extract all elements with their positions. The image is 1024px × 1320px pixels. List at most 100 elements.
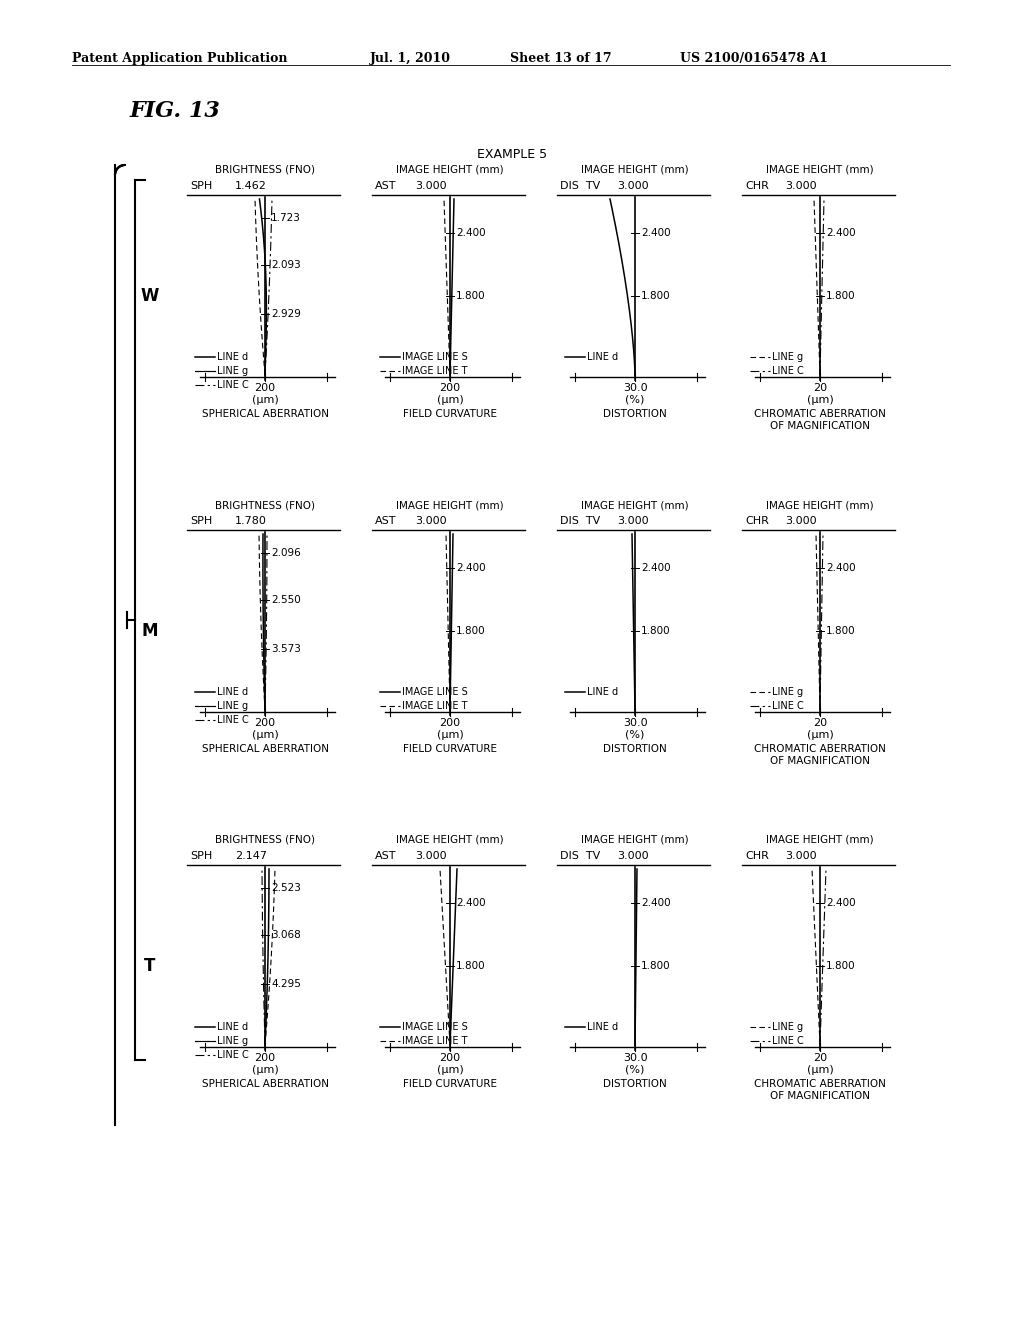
Text: SPH: SPH [190,851,212,861]
Text: 30.0
(%): 30.0 (%) [623,1053,647,1074]
Text: BRIGHTNESS (FNO): BRIGHTNESS (FNO) [215,165,315,176]
Text: LINE C: LINE C [217,380,249,389]
Text: 3.000: 3.000 [415,181,446,191]
Text: 200
(μm): 200 (μm) [436,383,464,405]
Text: EXAMPLE 5: EXAMPLE 5 [477,148,547,161]
Text: 1.800: 1.800 [826,961,856,972]
Text: DISTORTION: DISTORTION [603,409,667,418]
Text: 2.400: 2.400 [826,564,856,573]
Text: IMAGE HEIGHT (mm): IMAGE HEIGHT (mm) [582,836,689,845]
Text: 1.800: 1.800 [641,626,671,636]
Text: 20
(μm): 20 (μm) [807,718,834,739]
Text: 3.000: 3.000 [617,181,648,191]
Text: 2.400: 2.400 [826,228,856,238]
Text: 2.147: 2.147 [234,851,267,861]
Text: 4.295: 4.295 [271,979,301,989]
Text: FIG. 13: FIG. 13 [130,100,221,121]
Text: 3.000: 3.000 [617,851,648,861]
Text: IMAGE HEIGHT (mm): IMAGE HEIGHT (mm) [396,165,504,176]
Text: LINE g: LINE g [217,366,248,376]
Text: FIELD CURVATURE: FIELD CURVATURE [403,744,497,754]
Text: LINE d: LINE d [587,352,618,362]
Text: LINE d: LINE d [587,686,618,697]
Text: CHR: CHR [745,516,769,525]
Text: 3.068: 3.068 [271,931,301,940]
Text: 1.800: 1.800 [641,961,671,972]
Text: 30.0
(%): 30.0 (%) [623,383,647,405]
Text: LINE d: LINE d [217,352,248,362]
Text: DIS  TV: DIS TV [560,181,600,191]
Text: 1.462: 1.462 [234,181,267,191]
Text: 1.780: 1.780 [234,516,267,525]
Text: 2.400: 2.400 [641,228,671,238]
Text: 30.0
(%): 30.0 (%) [623,718,647,739]
Text: 200
(μm): 200 (μm) [436,718,464,739]
Text: 1.723: 1.723 [271,213,301,223]
Text: LINE g: LINE g [772,352,803,362]
Text: SPH: SPH [190,181,212,191]
Text: IMAGE LINE T: IMAGE LINE T [402,366,468,376]
Text: BRIGHTNESS (FNO): BRIGHTNESS (FNO) [215,836,315,845]
Text: 200
(μm): 200 (μm) [252,383,279,405]
Text: 200
(μm): 200 (μm) [252,1053,279,1074]
Text: CHROMATIC ABERRATION
OF MAGNIFICATION: CHROMATIC ABERRATION OF MAGNIFICATION [754,409,886,430]
Text: CHR: CHR [745,851,769,861]
Text: SPHERICAL ABERRATION: SPHERICAL ABERRATION [202,744,329,754]
Text: SPH: SPH [190,516,212,525]
Text: CHROMATIC ABERRATION
OF MAGNIFICATION: CHROMATIC ABERRATION OF MAGNIFICATION [754,1078,886,1101]
Text: M: M [141,622,159,640]
Text: 1.800: 1.800 [826,626,856,636]
Text: DISTORTION: DISTORTION [603,744,667,754]
Text: IMAGE HEIGHT (mm): IMAGE HEIGHT (mm) [582,500,689,510]
Text: Patent Application Publication: Patent Application Publication [72,51,288,65]
Text: AST: AST [375,516,396,525]
Text: IMAGE HEIGHT (mm): IMAGE HEIGHT (mm) [396,500,504,510]
Text: 1.800: 1.800 [456,290,485,301]
Text: LINE C: LINE C [217,715,249,725]
Text: T: T [144,957,156,975]
Text: IMAGE LINE S: IMAGE LINE S [402,1022,468,1032]
Text: LINE g: LINE g [217,701,248,711]
Text: 2.929: 2.929 [271,309,301,319]
Text: IMAGE LINE S: IMAGE LINE S [402,352,468,362]
Text: IMAGE HEIGHT (mm): IMAGE HEIGHT (mm) [766,836,873,845]
Text: IMAGE LINE S: IMAGE LINE S [402,686,468,697]
Text: 1.800: 1.800 [826,290,856,301]
Text: 3.573: 3.573 [271,644,301,653]
Text: LINE d: LINE d [217,686,248,697]
Text: 1.800: 1.800 [456,961,485,972]
Text: 200
(μm): 200 (μm) [252,718,279,739]
Text: 2.400: 2.400 [456,898,485,908]
Text: 3.000: 3.000 [785,516,816,525]
Text: 1.800: 1.800 [641,290,671,301]
Text: 200
(μm): 200 (μm) [436,1053,464,1074]
Text: IMAGE HEIGHT (mm): IMAGE HEIGHT (mm) [766,500,873,510]
Text: 3.000: 3.000 [415,516,446,525]
Text: 2.400: 2.400 [641,898,671,908]
Text: Jul. 1, 2010: Jul. 1, 2010 [370,51,451,65]
Text: CHROMATIC ABERRATION
OF MAGNIFICATION: CHROMATIC ABERRATION OF MAGNIFICATION [754,744,886,766]
Text: LINE C: LINE C [772,1036,804,1045]
Text: LINE C: LINE C [772,366,804,376]
Text: DIS  TV: DIS TV [560,516,600,525]
Text: 3.000: 3.000 [785,181,816,191]
Text: BRIGHTNESS (FNO): BRIGHTNESS (FNO) [215,500,315,510]
Text: IMAGE HEIGHT (mm): IMAGE HEIGHT (mm) [766,165,873,176]
Text: 2.523: 2.523 [271,883,301,894]
Text: US 2100/0165478 A1: US 2100/0165478 A1 [680,51,827,65]
Text: 2.400: 2.400 [456,228,485,238]
Text: SPHERICAL ABERRATION: SPHERICAL ABERRATION [202,1078,329,1089]
Text: FIELD CURVATURE: FIELD CURVATURE [403,1078,497,1089]
Text: LINE d: LINE d [587,1022,618,1032]
Text: SPHERICAL ABERRATION: SPHERICAL ABERRATION [202,409,329,418]
Text: LINE g: LINE g [217,1036,248,1045]
Text: 2.400: 2.400 [456,564,485,573]
Text: LINE g: LINE g [772,686,803,697]
Text: IMAGE LINE T: IMAGE LINE T [402,701,468,711]
Text: LINE C: LINE C [772,701,804,711]
Text: 2.093: 2.093 [271,260,301,271]
Text: DISTORTION: DISTORTION [603,1078,667,1089]
Text: 20
(μm): 20 (μm) [807,383,834,405]
Text: 2.400: 2.400 [641,564,671,573]
Text: 2.550: 2.550 [271,595,301,605]
